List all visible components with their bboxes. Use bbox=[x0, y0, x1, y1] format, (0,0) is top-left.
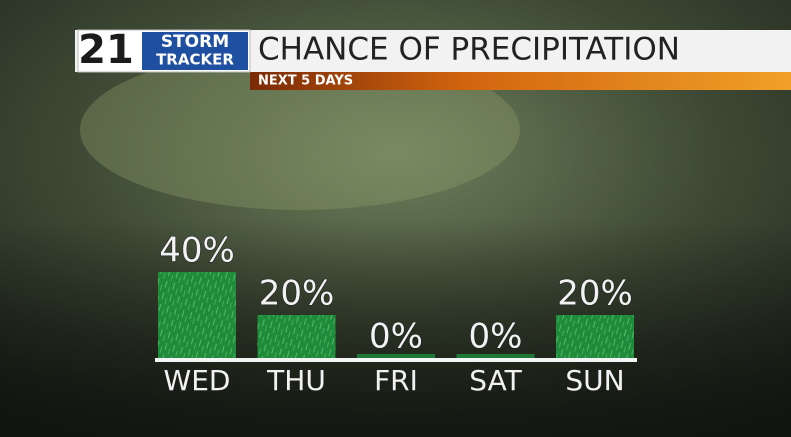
baseline bbox=[155, 358, 637, 362]
x-tick-label: SUN bbox=[565, 364, 624, 397]
bar-texture bbox=[158, 272, 236, 358]
bar-texture bbox=[556, 315, 634, 358]
value-label: 40% bbox=[159, 231, 235, 271]
value-label: 0% bbox=[469, 317, 523, 357]
bar-texture bbox=[257, 315, 336, 358]
logo-number: 21 bbox=[78, 27, 134, 73]
logo-line2: TRACKER bbox=[156, 51, 234, 69]
subtitle-band bbox=[250, 72, 791, 90]
logo-line1: STORM bbox=[161, 32, 229, 52]
bar-base bbox=[357, 354, 435, 358]
x-tick-label: SAT bbox=[469, 364, 522, 397]
value-label: 20% bbox=[259, 274, 335, 314]
x-tick-label: WED bbox=[164, 364, 231, 397]
logo-panel bbox=[142, 32, 248, 70]
x-tick-label: THU bbox=[266, 364, 326, 397]
value-label: 0% bbox=[369, 317, 423, 357]
chart-subtitle: NEXT 5 DAYS bbox=[258, 74, 353, 89]
bar-base bbox=[456, 354, 535, 358]
chart-title: CHANCE OF PRECIPITATION bbox=[258, 32, 680, 68]
value-label: 20% bbox=[557, 274, 633, 314]
background-ground bbox=[0, 220, 791, 437]
plot: 40% WED 20% THU 0% FRI 0% SAT 20% SUN bbox=[155, 230, 637, 398]
x-tick-label: FRI bbox=[374, 364, 418, 397]
